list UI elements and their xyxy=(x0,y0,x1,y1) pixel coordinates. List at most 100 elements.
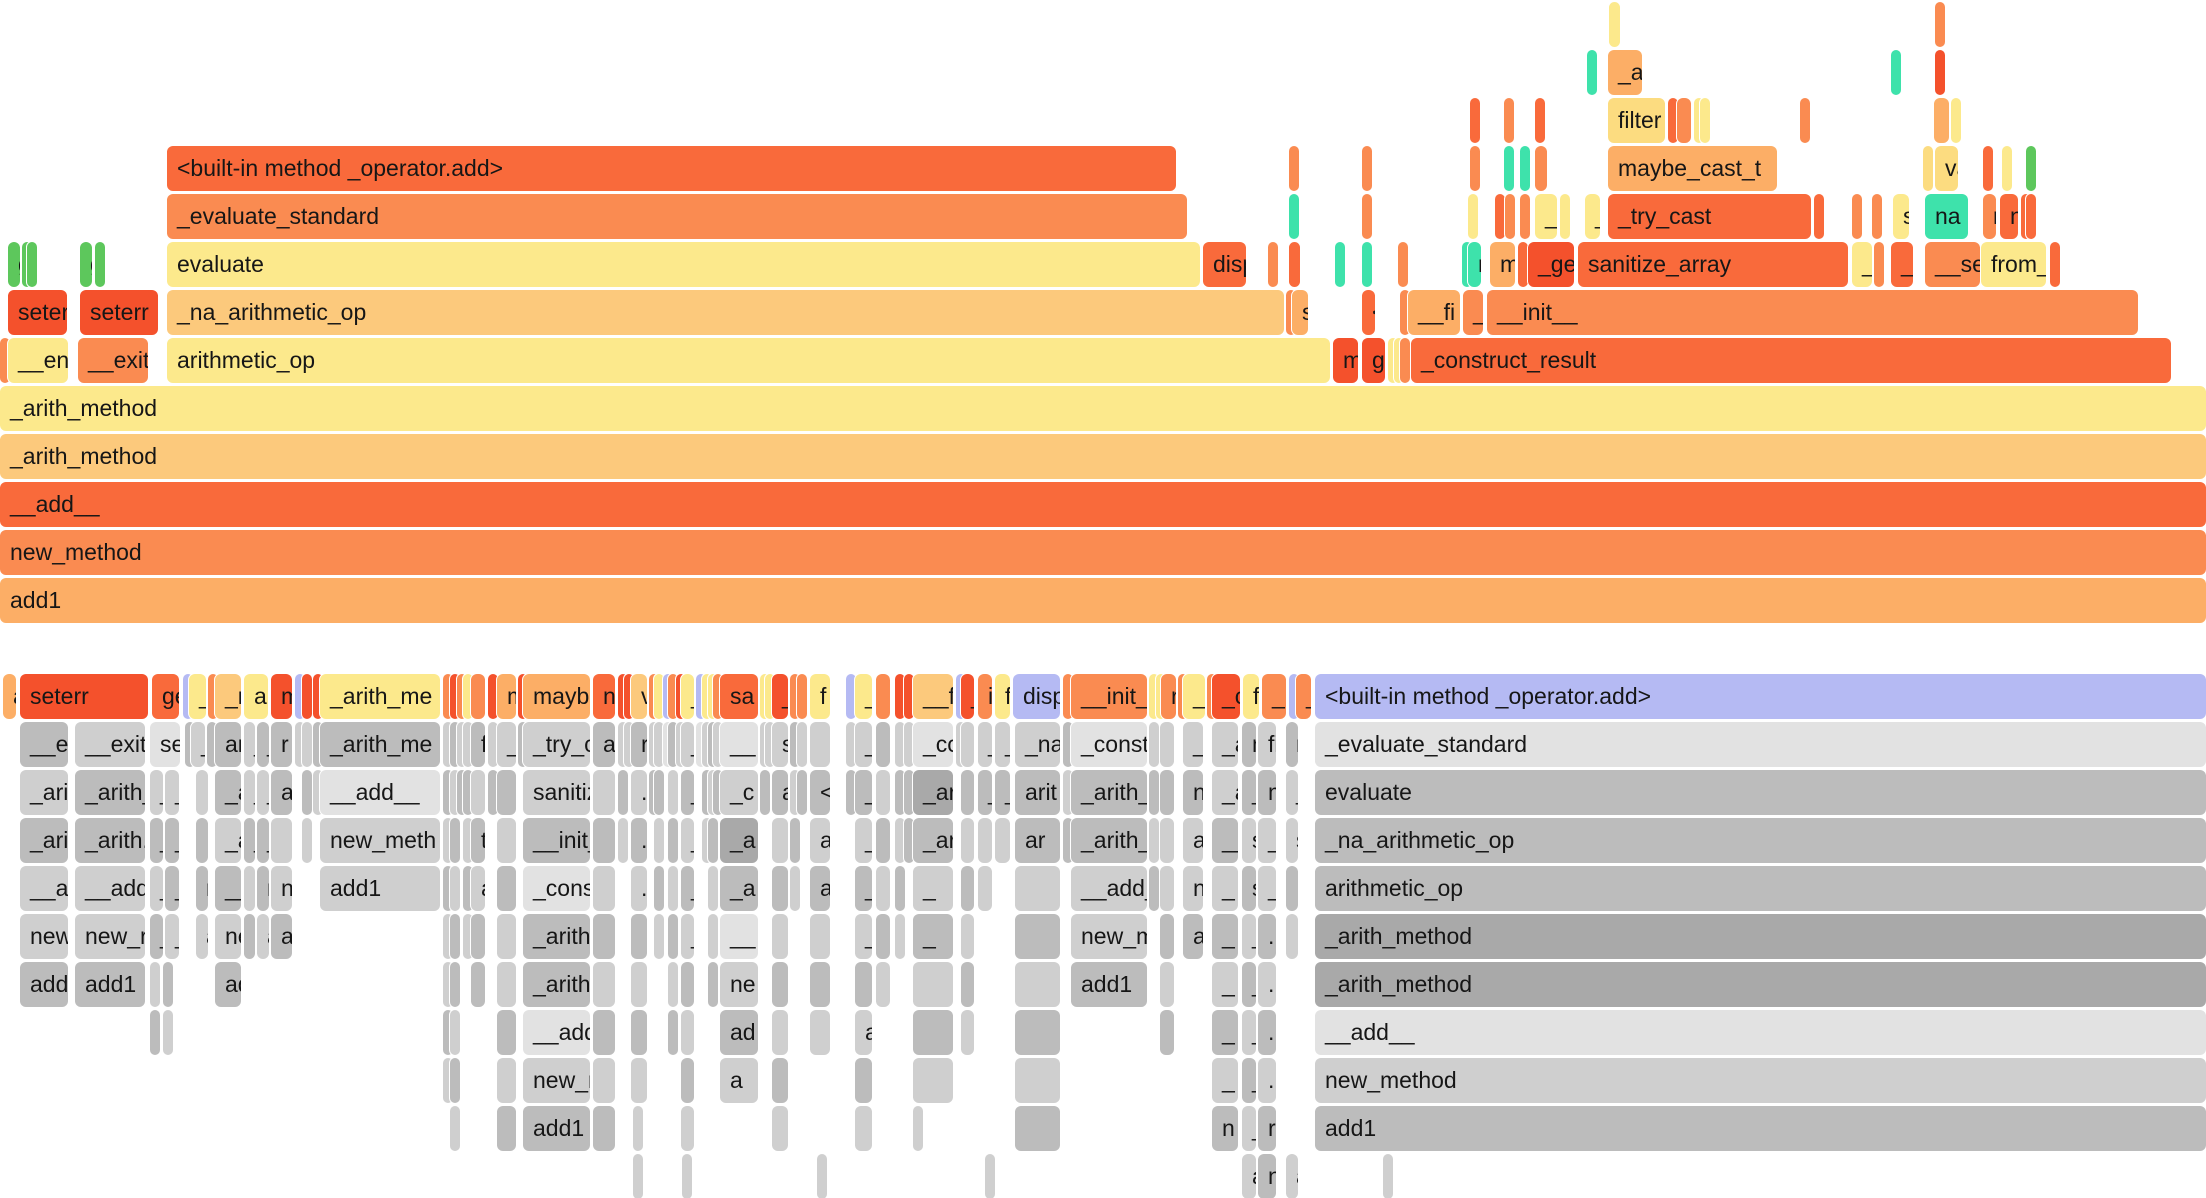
frame-bar[interactable]: a xyxy=(271,914,292,959)
frame-bar[interactable]: n xyxy=(1183,770,1203,815)
frame-bar[interactable]: _ xyxy=(1242,1010,1256,1055)
frame-bar[interactable] xyxy=(1700,98,1710,143)
frame-bar[interactable]: _ xyxy=(1262,674,1286,719)
frame-bar[interactable]: . xyxy=(196,770,208,815)
frame-bar[interactable]: _a xyxy=(1212,722,1238,767)
frame-bar[interactable] xyxy=(1468,194,1478,239)
frame-bar[interactable] xyxy=(765,674,775,719)
frame-bar[interactable] xyxy=(1518,242,1528,287)
frame-bar[interactable] xyxy=(682,1154,692,1198)
frame-bar[interactable]: a xyxy=(150,1010,160,1055)
frame-bar[interactable]: evaluate xyxy=(1315,770,2206,815)
frame-bar[interactable] xyxy=(772,866,788,911)
frame-bar[interactable] xyxy=(772,1010,788,1055)
frame-bar[interactable]: . xyxy=(1258,1010,1276,1055)
frame-bar[interactable] xyxy=(1852,194,1862,239)
frame-bar[interactable] xyxy=(772,818,788,863)
frame-bar[interactable] xyxy=(631,1010,647,1055)
frame-bar[interactable] xyxy=(668,674,678,719)
frame-bar[interactable] xyxy=(313,722,323,767)
frame-bar[interactable]: _n xyxy=(215,674,241,719)
frame-bar[interactable]: a xyxy=(3,674,16,719)
frame-bar[interactable]: _ xyxy=(257,818,269,863)
frame-bar[interactable]: a xyxy=(1286,1154,1298,1198)
frame-bar[interactable]: ar xyxy=(1015,818,1060,863)
frame-bar[interactable]: m xyxy=(1333,338,1358,383)
frame-bar[interactable] xyxy=(1923,146,1933,191)
frame-bar[interactable] xyxy=(450,1058,460,1103)
frame-bar[interactable]: _ xyxy=(150,770,163,815)
frame-bar[interactable] xyxy=(1286,914,1298,959)
frame-bar[interactable] xyxy=(895,866,905,911)
frame-bar[interactable] xyxy=(618,818,628,863)
frame-bar[interactable] xyxy=(1504,146,1514,191)
frame-bar[interactable] xyxy=(1800,98,1810,143)
frame-bar[interactable]: . xyxy=(668,770,678,815)
frame-bar[interactable]: _s xyxy=(1891,242,1913,287)
frame-bar[interactable]: __fi xyxy=(1408,290,1460,335)
frame-bar[interactable] xyxy=(1160,914,1174,959)
frame-bar[interactable] xyxy=(810,962,830,1007)
frame-bar[interactable] xyxy=(681,1058,694,1103)
frame-bar[interactable]: r xyxy=(150,962,160,1007)
frame-bar[interactable]: _ xyxy=(855,770,872,815)
frame-bar[interactable]: a xyxy=(720,1058,758,1103)
frame-bar[interactable] xyxy=(772,962,788,1007)
frame-bar[interactable]: __exit xyxy=(75,722,145,767)
frame-bar[interactable] xyxy=(1462,242,1472,287)
frame-bar[interactable]: seterr xyxy=(8,290,67,335)
frame-bar[interactable] xyxy=(443,674,453,719)
frame-bar[interactable]: _ xyxy=(1296,674,1311,719)
frame-bar[interactable] xyxy=(654,722,664,767)
frame-bar[interactable] xyxy=(1362,194,1372,239)
frame-bar[interactable] xyxy=(846,770,856,815)
frame-bar[interactable]: _a xyxy=(1212,770,1238,815)
frame-bar[interactable] xyxy=(593,962,615,1007)
frame-bar[interactable] xyxy=(668,914,678,959)
frame-bar[interactable] xyxy=(696,674,706,719)
frame-bar[interactable] xyxy=(27,242,37,287)
frame-bar[interactable] xyxy=(1160,1010,1174,1055)
frame-bar[interactable]: _ xyxy=(150,818,163,863)
frame-bar[interactable] xyxy=(1520,146,1530,191)
frame-bar[interactable]: a xyxy=(244,674,268,719)
frame-bar[interactable]: new_r xyxy=(523,1058,590,1103)
frame-bar[interactable]: __se xyxy=(1925,242,1980,287)
frame-bar[interactable]: r xyxy=(163,962,173,1007)
frame-bar[interactable]: n xyxy=(244,866,255,911)
frame-bar[interactable]: __ xyxy=(720,914,758,959)
frame-bar[interactable] xyxy=(1504,98,1514,143)
frame-bar[interactable] xyxy=(1609,2,1620,47)
frame-bar[interactable] xyxy=(772,914,788,959)
frame-bar[interactable]: g xyxy=(80,242,92,287)
frame-bar[interactable]: _ xyxy=(681,674,694,719)
frame-bar[interactable] xyxy=(1149,770,1159,815)
frame-bar[interactable]: add1 xyxy=(1071,962,1147,1007)
frame-bar[interactable] xyxy=(1535,146,1547,191)
frame-bar[interactable] xyxy=(471,770,485,815)
frame-bar[interactable] xyxy=(904,722,914,767)
frame-bar[interactable]: _ xyxy=(244,722,255,767)
frame-bar[interactable] xyxy=(681,1106,694,1151)
frame-bar[interactable] xyxy=(443,1010,453,1055)
frame-bar[interactable] xyxy=(497,962,516,1007)
frame-bar[interactable]: _evaluate_standard xyxy=(1315,722,2206,767)
frame-bar[interactable]: __ac xyxy=(20,866,68,911)
frame-bar[interactable] xyxy=(463,914,473,959)
frame-bar[interactable]: . xyxy=(1258,914,1276,959)
frame-bar[interactable]: m xyxy=(1258,770,1276,815)
frame-bar[interactable]: s xyxy=(1893,194,1909,239)
frame-bar[interactable] xyxy=(1535,98,1545,143)
frame-bar[interactable]: _ xyxy=(1463,290,1483,335)
frame-bar[interactable]: _ xyxy=(189,674,206,719)
frame-bar[interactable]: __add xyxy=(523,1010,590,1055)
frame-bar[interactable]: _ xyxy=(961,674,974,719)
frame-bar[interactable]: _ xyxy=(1286,770,1298,815)
frame-bar[interactable] xyxy=(497,1058,516,1103)
frame-bar[interactable] xyxy=(1470,146,1480,191)
frame-bar[interactable] xyxy=(654,818,664,863)
frame-bar[interactable] xyxy=(0,338,10,383)
frame-bar[interactable]: _a xyxy=(215,770,241,815)
frame-bar[interactable]: __exit__ xyxy=(78,338,148,383)
frame-bar[interactable] xyxy=(895,722,905,767)
